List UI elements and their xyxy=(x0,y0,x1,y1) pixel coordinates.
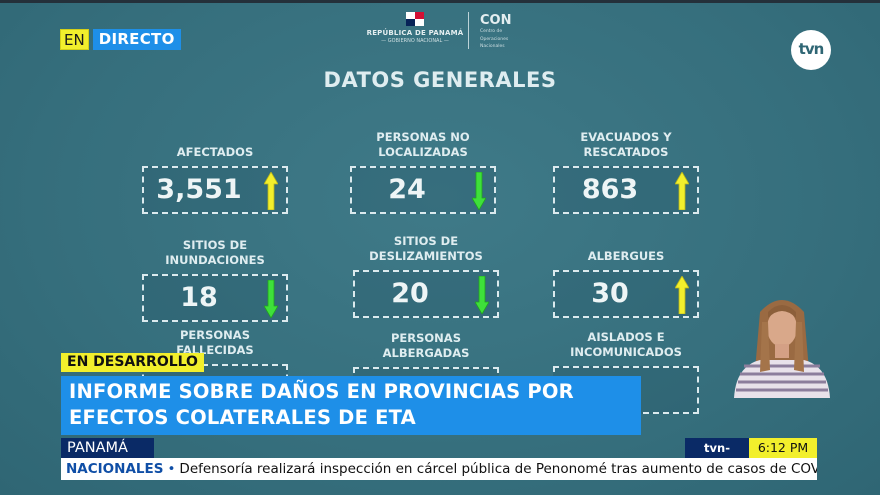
stat-value: 20 xyxy=(391,278,429,309)
arrow-up-icon xyxy=(675,172,689,210)
stat-label: SITIOS DE DESLIZAMIENTOS xyxy=(369,234,483,263)
clock: 6:12 PM xyxy=(749,438,817,458)
stat-box: 3,551 xyxy=(142,166,288,214)
stat-label: SITIOS DE INUNDACIONES xyxy=(165,238,265,267)
con-line: Nacionales xyxy=(480,44,505,49)
stat-label: PERSONAS ALBERGADAS xyxy=(382,331,470,360)
stat-label: ALBERGUES xyxy=(587,249,665,263)
live-badge: EN DIRECTO xyxy=(60,29,181,50)
sign-language-interpreter xyxy=(734,300,830,398)
arrow-down-icon xyxy=(472,172,486,210)
arrow-down-icon xyxy=(264,280,278,318)
stat-value: 30 xyxy=(591,278,629,309)
stat-value: 24 xyxy=(388,174,426,205)
stat-sitios-deslizamientos: SITIOS DE DESLIZAMIENTOS 20 xyxy=(353,232,499,318)
developing-tag: EN DESARROLLO xyxy=(61,353,204,372)
stat-afectados: AFECTADOS 3,551 xyxy=(142,128,288,214)
headline-line: INFORME SOBRE DAÑOS EN PROVINCIAS POR xyxy=(69,380,574,403)
headline-line: EFECTOS COLATERALES DE ETA xyxy=(69,406,416,429)
arrow-up-icon xyxy=(264,172,278,210)
stat-box: 24 xyxy=(350,166,496,214)
stat-value: 3,551 xyxy=(156,174,242,205)
ticker-category: NACIONALES xyxy=(66,461,164,477)
logo-divider xyxy=(468,12,469,49)
stat-box: 863 xyxy=(553,166,699,214)
stat-box: 30 xyxy=(553,270,699,318)
stat-label: AISLADOS E INCOMUNICADOS xyxy=(570,330,682,359)
stat-value: 863 xyxy=(581,174,639,205)
stat-personas-no-localizadas: PERSONAS NO LOCALIZADAS 24 xyxy=(350,128,496,214)
news-ticker: NACIONALES • Defensoría realizará inspecci… xyxy=(61,458,817,480)
top-border xyxy=(0,0,880,3)
gov-sub: — GOBIERNO NACIONAL — xyxy=(381,38,449,44)
infographic-title: DATOS GENERALES xyxy=(323,68,557,92)
stat-box: 20 xyxy=(353,270,499,318)
live-badge-prefix: EN xyxy=(60,29,89,50)
tvn-logo-icon: tvn xyxy=(791,30,831,70)
arrow-up-icon xyxy=(675,276,689,314)
bullet-icon: • xyxy=(167,461,176,477)
stat-sitios-inundaciones: SITIOS DE INUNDACIONES 18 xyxy=(142,236,288,322)
panama-flag-icon xyxy=(406,12,424,26)
live-badge-label: DIRECTO xyxy=(92,29,181,50)
con-abbr: CON xyxy=(480,13,512,28)
headline: INFORME SOBRE DAÑOS EN PROVINCIAS POR EF… xyxy=(61,376,641,435)
stat-label: EVACUADOS Y RESCATADOS xyxy=(580,130,672,159)
arrow-down-icon xyxy=(475,276,489,314)
stat-box: 18 xyxy=(142,274,288,322)
con-logo: CON Centro de Operaciones Nacionales xyxy=(480,14,511,50)
ticker-text: Defensoría realizará inspección en cárce… xyxy=(179,461,817,477)
stat-albergues: ALBERGUES 30 xyxy=(553,232,699,318)
con-line: Centro de xyxy=(480,29,503,34)
stat-value: 18 xyxy=(180,282,218,313)
stat-evacuados-rescatados: EVACUADOS Y RESCATADOS 863 xyxy=(553,128,699,214)
location-label: PANAMÁ xyxy=(61,438,154,458)
gov-name: REPÚBLICA DE PANAMÁ xyxy=(366,29,464,37)
stat-label: AFECTADOS xyxy=(176,145,254,159)
con-line: Operaciones xyxy=(480,36,509,42)
stat-label: PERSONAS NO LOCALIZADAS xyxy=(376,130,470,159)
government-logo: REPÚBLICA DE PANAMÁ — GOBIERNO NACIONAL … xyxy=(365,12,465,44)
